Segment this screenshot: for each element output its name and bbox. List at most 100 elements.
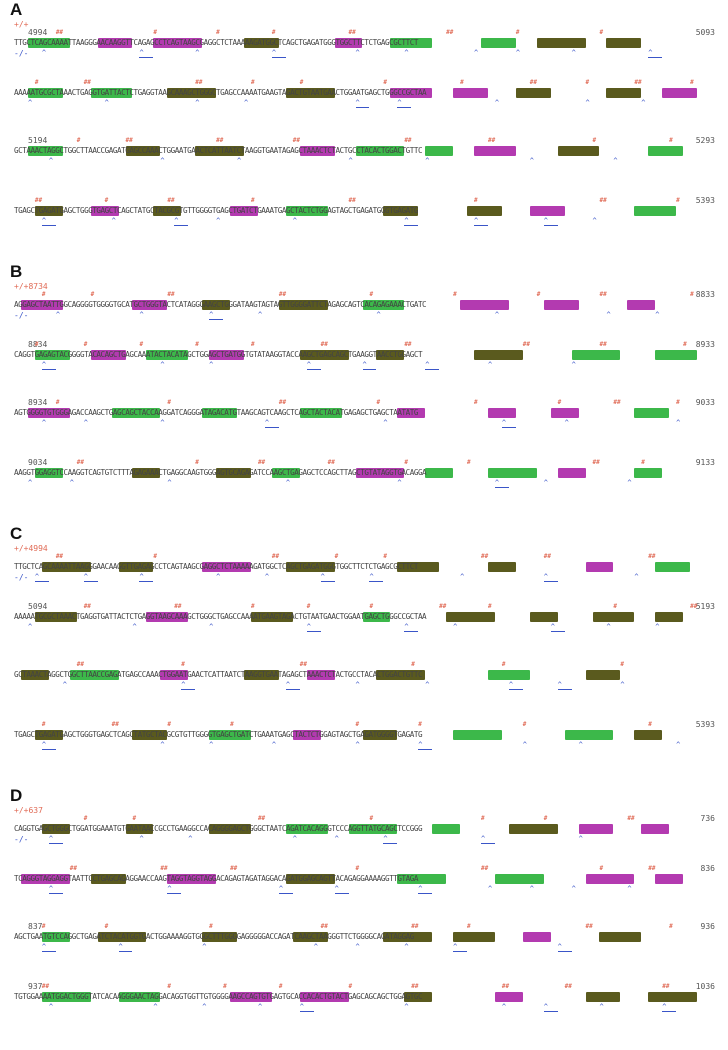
motif-highlight xyxy=(641,824,670,834)
motif-highlight xyxy=(397,408,426,418)
caret-icon: ^ xyxy=(271,741,277,749)
underline-mark xyxy=(41,749,56,750)
motif-highlight xyxy=(348,824,398,834)
caret-icon: ^ xyxy=(160,361,165,369)
caret-icon: ^ xyxy=(648,49,653,57)
edit-mark: # xyxy=(104,923,109,930)
caret-icon: ^ xyxy=(209,741,214,749)
motif-highlight xyxy=(271,468,300,478)
caret-icon: ^ xyxy=(118,943,123,951)
motif-highlight xyxy=(494,874,544,884)
motif-highlight xyxy=(132,730,168,740)
motif-highlight xyxy=(578,824,614,834)
caret-icon: ^ xyxy=(620,681,625,689)
edit-mark: # xyxy=(690,291,694,298)
underline-mark xyxy=(306,369,321,370)
motif-highlight xyxy=(244,670,279,680)
caret-icon: ^ xyxy=(355,681,360,689)
edit-mark: # xyxy=(669,923,673,930)
dna-sequence: AAGGTGGAGGTCCAAGGTCAGTGTCTTTAGAGAAACTGAG… xyxy=(14,468,427,477)
edit-mark: # xyxy=(271,29,276,36)
panel-letter: B xyxy=(10,262,23,281)
end-position: 936 xyxy=(700,922,715,931)
underline-mark xyxy=(474,225,488,226)
underline-mark xyxy=(557,951,572,952)
genotype-alt-label: -/- xyxy=(14,835,29,844)
motif-highlight xyxy=(376,350,405,360)
edit-mark: # xyxy=(250,197,255,204)
end-position: 1036 xyxy=(695,982,715,991)
caret-icon: ^ xyxy=(27,99,33,107)
sequence-row: 837 936 AGCTGAATGTCCAGGCTGAGATCTACATGGTGAC… xyxy=(10,922,715,982)
edit-mark: # xyxy=(599,865,604,872)
start-position: 837 xyxy=(28,922,43,931)
motif-highlight xyxy=(487,468,537,478)
caret-icon: ^ xyxy=(404,943,409,951)
motif-highlight xyxy=(334,38,363,48)
caret-icon: ^ xyxy=(34,573,40,581)
motif-highlight xyxy=(20,670,49,680)
dna-sequence: TGTGGAAAATGGACTGGGTATCACAAGGGAACTAGGACAG… xyxy=(14,992,423,1001)
caret-icon: ^ xyxy=(404,1003,409,1011)
caret-icon: ^ xyxy=(285,681,291,689)
edit-mark: # xyxy=(41,291,46,298)
motif-highlight xyxy=(41,932,70,942)
caret-icon: ^ xyxy=(216,573,221,581)
caret-icon: ^ xyxy=(515,49,521,57)
underline-mark xyxy=(404,225,419,226)
motif-highlight xyxy=(571,350,621,360)
underline-mark xyxy=(397,107,412,108)
edit-mark: ## xyxy=(404,137,412,144)
underline-mark xyxy=(139,57,154,58)
motif-highlight xyxy=(467,206,502,216)
edit-mark: ## xyxy=(599,341,607,348)
edit-mark: # xyxy=(34,341,39,348)
motif-highlight xyxy=(425,468,454,478)
edit-mark: # xyxy=(216,29,220,36)
motif-highlight xyxy=(27,408,70,418)
caret-icon: ^ xyxy=(404,623,409,631)
dna-sequence: GCTAAACTAGGCTGGCTTAACCGAGATGAGCCAAACTGGA… xyxy=(14,146,423,155)
underline-mark xyxy=(167,893,182,894)
edit-mark: # xyxy=(557,399,562,406)
motif-highlight xyxy=(285,824,328,834)
caret-icon: ^ xyxy=(209,311,214,319)
motif-highlight xyxy=(27,38,70,48)
underline-mark xyxy=(425,369,440,370)
caret-icon: ^ xyxy=(480,835,486,843)
motif-highlight xyxy=(216,468,251,478)
motif-highlight xyxy=(585,562,614,572)
motif-highlight xyxy=(202,932,238,942)
edit-mark: ## xyxy=(480,865,489,872)
underline-mark xyxy=(41,225,56,226)
underline-mark xyxy=(271,57,286,58)
motif-highlight xyxy=(487,562,516,572)
caret-icon: ^ xyxy=(397,99,402,107)
caret-icon: ^ xyxy=(48,157,54,165)
edit-mark: ## xyxy=(648,553,656,560)
panel-d: D +/+637 736 CAGGTGAGCTGGGCTGGATGGAAATGTGAA… xyxy=(0,786,728,1048)
end-position: 8833 xyxy=(695,290,715,299)
end-position: 736 xyxy=(700,814,715,823)
edit-mark: # xyxy=(230,721,234,728)
dna-sequence: AAAAATGCGCTAAACTGAGGTGATTACTCTGAGGTAAGCA… xyxy=(14,88,427,97)
edit-mark: ## xyxy=(487,137,496,144)
caret-icon: ^ xyxy=(474,49,479,57)
edit-mark: ## xyxy=(174,603,182,610)
caret-icon: ^ xyxy=(494,479,500,487)
edit-mark: # xyxy=(669,137,673,144)
edit-mark: # xyxy=(411,661,415,668)
motif-highlight xyxy=(250,612,293,622)
edit-mark: ## xyxy=(613,399,621,406)
caret-icon: ^ xyxy=(634,573,639,581)
genotype-alt-label: -/- xyxy=(14,573,29,582)
caret-icon: ^ xyxy=(69,479,74,487)
motif-highlight xyxy=(125,824,154,834)
edit-mark: ## xyxy=(125,137,133,144)
caret-icon: ^ xyxy=(278,885,284,893)
underline-mark xyxy=(557,689,572,690)
edit-mark: # xyxy=(153,553,158,560)
motif-highlight xyxy=(655,562,691,572)
underline-mark xyxy=(362,369,377,370)
underline-mark xyxy=(118,951,133,952)
